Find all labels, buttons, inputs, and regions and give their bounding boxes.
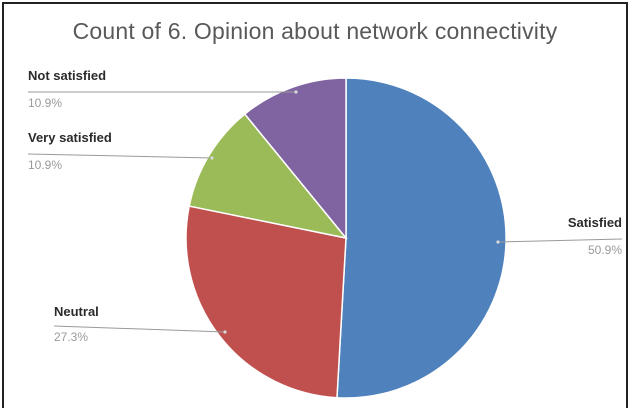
leader-dot-very-satisfied (210, 156, 214, 160)
pie-slice-not-satisfied (243, 77, 347, 241)
data-label-percent-satisfied: 50.9% (588, 243, 622, 257)
data-label-percent-neutral: 27.3% (54, 330, 88, 344)
data-label-name-not-satisfied: Not satisfied (28, 68, 106, 83)
leader-line-satisfied (497, 238, 623, 243)
pie-slice-neutral (185, 205, 347, 399)
pie-slice-very-satisfied (188, 113, 348, 240)
leader-dot-neutral (223, 330, 227, 334)
leader-dot-satisfied (496, 240, 500, 244)
data-label-percent-very-satisfied: 10.9% (28, 158, 62, 172)
data-label-percent-not-satisfied: 10.9% (28, 96, 62, 110)
leader-dot-not-satisfied (294, 90, 298, 94)
leader-lines (27, 90, 623, 334)
data-labels: Satisfied 50.9% Neutral 27.3% Very satisfied… (28, 68, 622, 344)
data-label-name-very-satisfied: Very satisfied (28, 130, 112, 145)
data-label-name-satisfied: Satisfied (568, 215, 622, 230)
data-label-name-neutral: Neutral (54, 304, 99, 319)
leader-line-very-satisfied (27, 153, 213, 159)
leader-line-neutral (53, 325, 226, 333)
pie-slices (185, 77, 507, 399)
pie-slice-satisfied (336, 77, 507, 399)
chart-title: Count of 6. Opinion about network connec… (72, 18, 558, 44)
